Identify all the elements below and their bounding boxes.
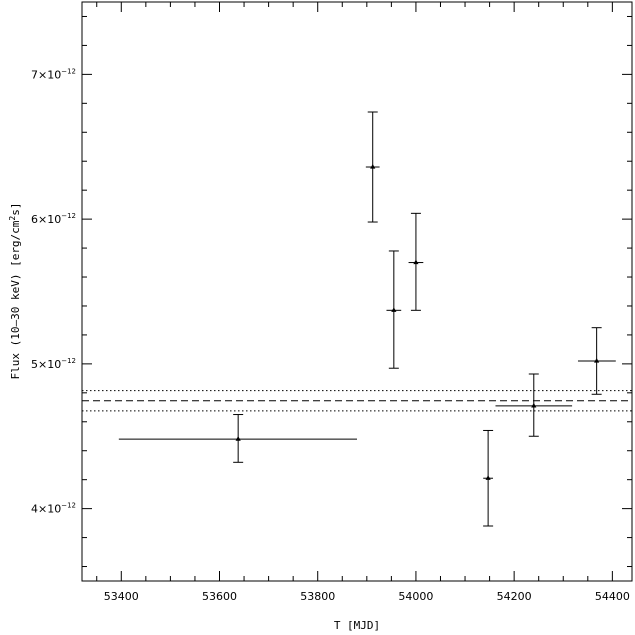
triangle-marker (531, 402, 537, 408)
y-axis-label-sup: 2 (8, 216, 17, 221)
reference-lines (82, 390, 632, 412)
triangle-marker (391, 307, 397, 312)
plot-frame (81, 1, 633, 582)
data-point (365, 111, 380, 223)
y-tick-exponent: −12 (61, 357, 76, 365)
x-tick-label: 53600 (202, 590, 237, 603)
x-tick-label: 54000 (398, 590, 433, 603)
y-tick-mantissa: 6×10 (31, 213, 61, 226)
triangle-marker (413, 259, 419, 265)
x-tick-label: 54200 (497, 590, 532, 603)
y-tick-exponent: −12 (61, 502, 76, 510)
x-tick-label: 53400 (104, 590, 139, 603)
data-point (386, 250, 402, 369)
data-point (495, 373, 573, 437)
x-tick-label: 54400 (595, 590, 630, 603)
y-tick-exponent: −12 (61, 67, 76, 75)
x-tick-label: 53800 (300, 590, 335, 603)
y-tick-exponent: −12 (61, 212, 76, 220)
y-tick-label: 5×10−12 (31, 357, 76, 371)
data-point (118, 414, 357, 463)
y-tick-mantissa: 4×10 (31, 503, 61, 516)
y-axis-label: Flux (10–30 keV) [erg/cm2s] (8, 202, 22, 379)
data-points (118, 111, 616, 527)
y-tick-mantissa: 7×10 (31, 68, 61, 81)
y-tick-label: 6×10−12 (31, 212, 76, 226)
triangle-marker (485, 475, 491, 480)
data-point (483, 429, 494, 527)
triangle-marker (370, 164, 376, 169)
y-axis-label-prefix: Flux (10–30 keV) [erg/cm (9, 220, 22, 379)
x-axis-label: T [MJD] (334, 619, 380, 632)
y-tick-mantissa: 5×10 (31, 358, 61, 371)
tick-labels: 53400 53600 53800 54000 54200 544004×10−125×1… (31, 67, 630, 603)
triangle-marker (594, 357, 600, 363)
triangle-marker (235, 436, 241, 441)
y-tick-label: 7×10−12 (31, 67, 76, 81)
y-tick-label: 4×10−12 (31, 502, 76, 516)
data-point (408, 212, 424, 311)
data-point (577, 327, 616, 395)
axis-ticks (82, 2, 632, 581)
y-axis-label-suffix: s] (9, 202, 22, 215)
